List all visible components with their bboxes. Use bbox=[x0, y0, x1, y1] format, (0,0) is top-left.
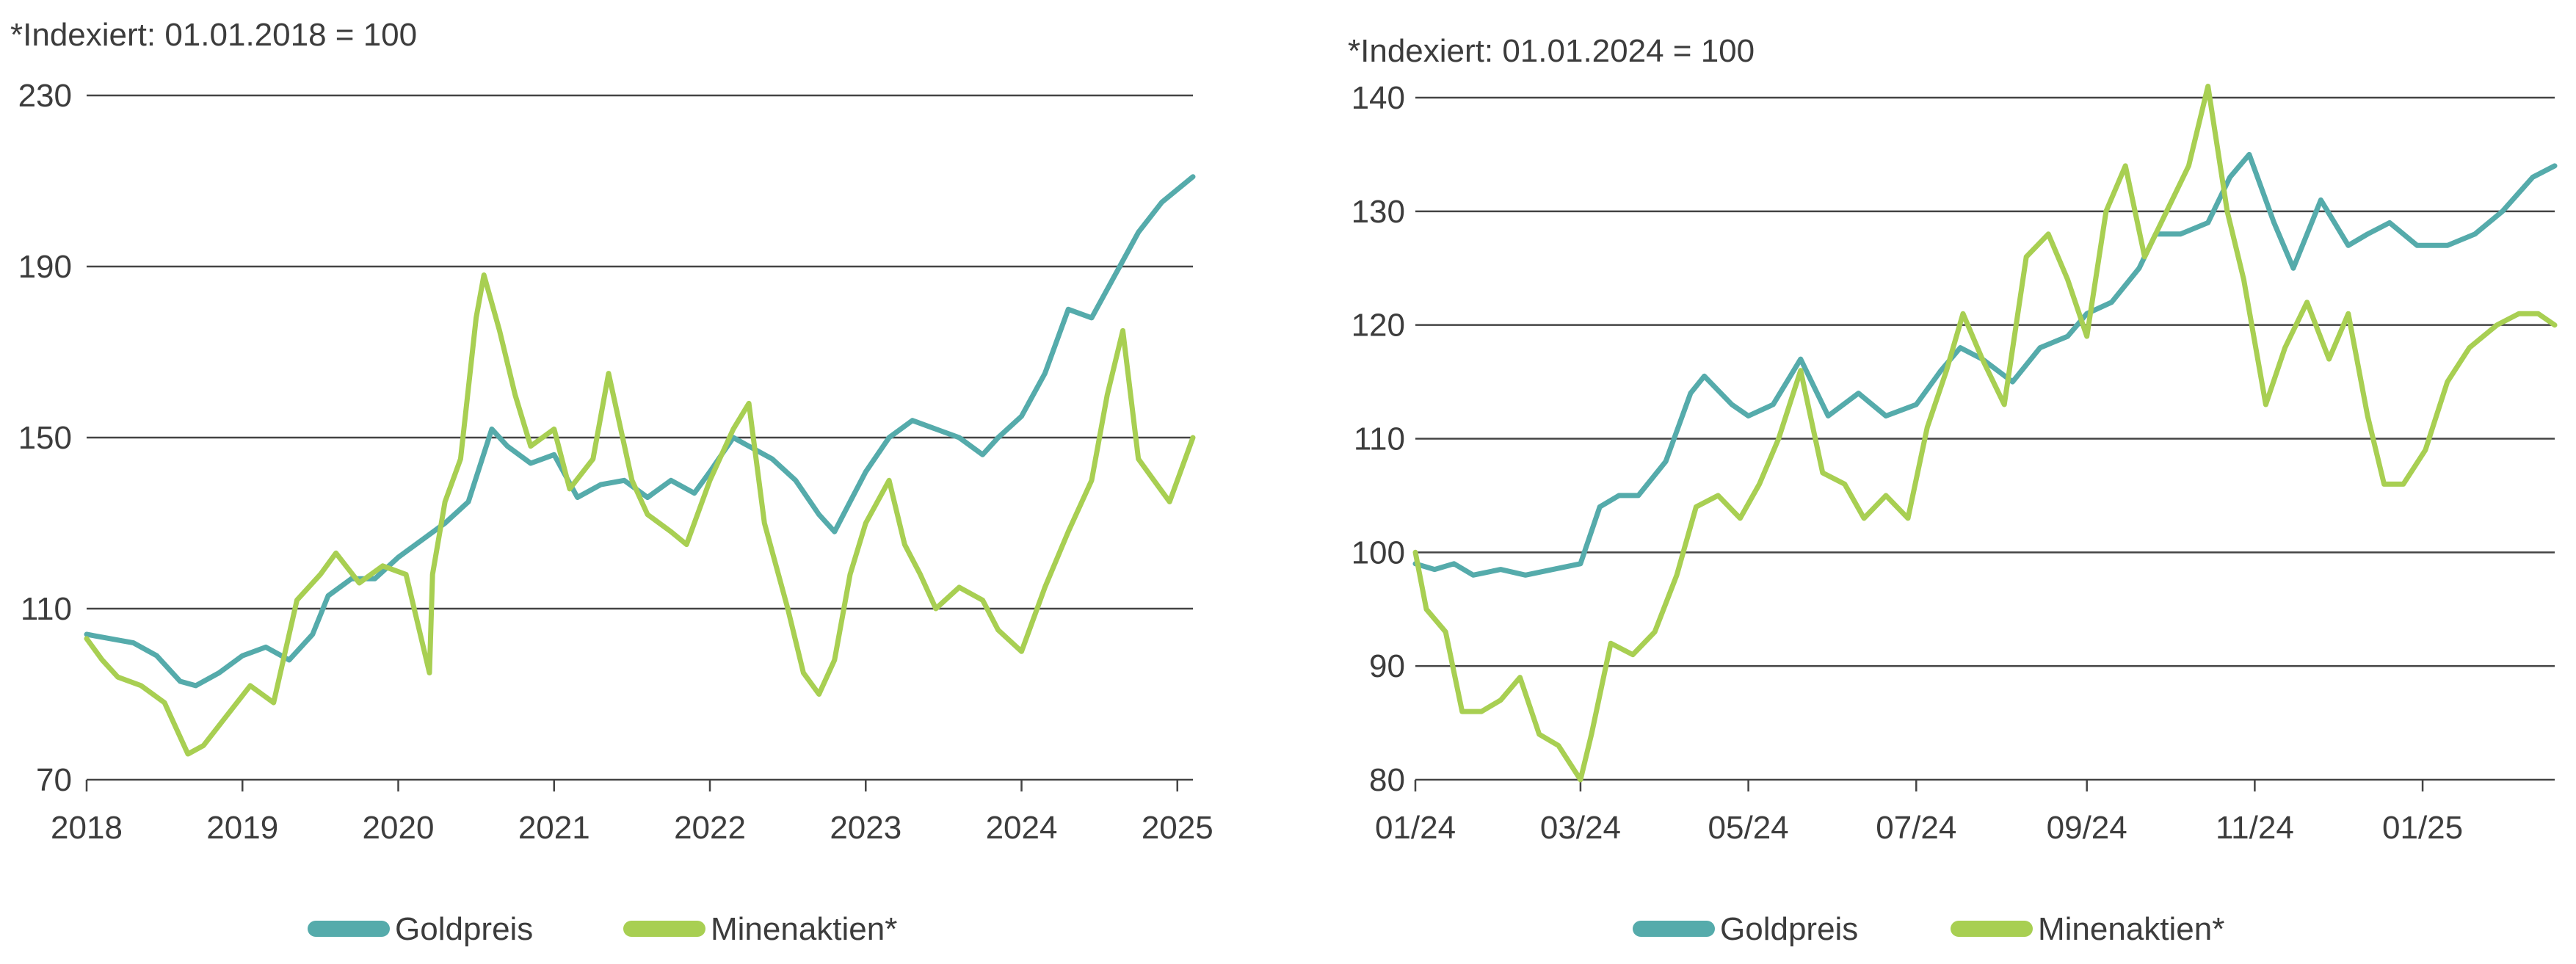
right-legend-label-minenaktien: Minenaktien* bbox=[2038, 911, 2224, 947]
left-x-tick-label: 2021 bbox=[518, 810, 590, 846]
right-y-tick-labels: 80 90 100 110 120 130 140 bbox=[1352, 80, 1405, 798]
right-y-tick-label: 80 bbox=[1369, 762, 1405, 798]
left-x-tick-label: 2019 bbox=[206, 810, 278, 846]
left-y-tick-label: 190 bbox=[18, 249, 72, 285]
right-index-note: *Indexiert: 01.01.2024 = 100 bbox=[1348, 33, 1755, 69]
right-legend-label-goldpreis: Goldpreis bbox=[1720, 911, 1858, 947]
right-x-tick-labels: 01/24 03/24 05/24 07/24 09/24 11/24 01/25 bbox=[1375, 780, 2463, 846]
left-x-tick-label: 2024 bbox=[986, 810, 1058, 846]
right-x-tick-label: 01/25 bbox=[2382, 810, 2463, 846]
right-gridlines bbox=[1415, 96, 2555, 781]
right-series-goldpreis-line bbox=[1412, 151, 2558, 578]
left-y-tick-label: 70 bbox=[36, 762, 72, 798]
left-x-tick-label: 2018 bbox=[51, 810, 123, 846]
left-x-tick-label: 2020 bbox=[363, 810, 435, 846]
right-x-tick-label: 05/24 bbox=[1708, 810, 1789, 846]
left-legend-label-goldpreis: Goldpreis bbox=[395, 911, 533, 947]
left-x-tick-label: 2022 bbox=[674, 810, 746, 846]
right-x-tick-label: 09/24 bbox=[2047, 810, 2127, 846]
right-series-minenaktien-line bbox=[1412, 84, 2558, 783]
right-x-tick-label: 03/24 bbox=[1540, 810, 1621, 846]
left-series-lines bbox=[84, 174, 1196, 757]
right-y-tick-label: 90 bbox=[1369, 648, 1405, 684]
right-chart: *Indexiert: 01.01.2024 = 100 80 90 100 110 1… bbox=[1348, 33, 2558, 947]
left-y-tick-labels: 70 110 150 190 230 bbox=[18, 78, 72, 798]
left-x-tick-label: 2023 bbox=[830, 810, 901, 846]
left-x-tick-label: 2025 bbox=[1142, 810, 1213, 846]
right-x-tick-label: 11/24 bbox=[2216, 810, 2294, 846]
left-chart: *Indexiert: 01.01.2018 = 100 70 110 150 190… bbox=[10, 17, 1213, 947]
left-series-goldpreis-line bbox=[84, 174, 1196, 689]
right-legend: Goldpreis Minenaktien* bbox=[1633, 911, 2224, 947]
left-y-tick-label: 230 bbox=[18, 78, 72, 114]
right-y-tick-label: 100 bbox=[1352, 534, 1405, 570]
right-x-tick-label: 07/24 bbox=[1876, 810, 1956, 846]
left-y-tick-label: 110 bbox=[21, 591, 72, 627]
left-series-minenaktien-line bbox=[84, 272, 1196, 757]
right-series-lines bbox=[1412, 84, 2558, 783]
left-x-tick-labels: 2018 2019 2020 2021 2022 2023 2024 2025 bbox=[51, 780, 1213, 846]
left-legend-label-minenaktien: Minenaktien* bbox=[711, 911, 897, 947]
left-index-note: *Indexiert: 01.01.2018 = 100 bbox=[10, 17, 417, 53]
left-y-tick-label: 150 bbox=[18, 420, 72, 456]
right-x-tick-label: 01/24 bbox=[1375, 810, 1456, 846]
left-legend: Goldpreis Minenaktien* bbox=[308, 911, 897, 947]
left-gridlines bbox=[87, 94, 1193, 781]
right-y-tick-label: 130 bbox=[1352, 194, 1405, 230]
right-y-tick-label: 140 bbox=[1352, 80, 1405, 116]
right-y-tick-label: 120 bbox=[1352, 308, 1405, 344]
right-y-tick-label: 110 bbox=[1354, 421, 1405, 457]
